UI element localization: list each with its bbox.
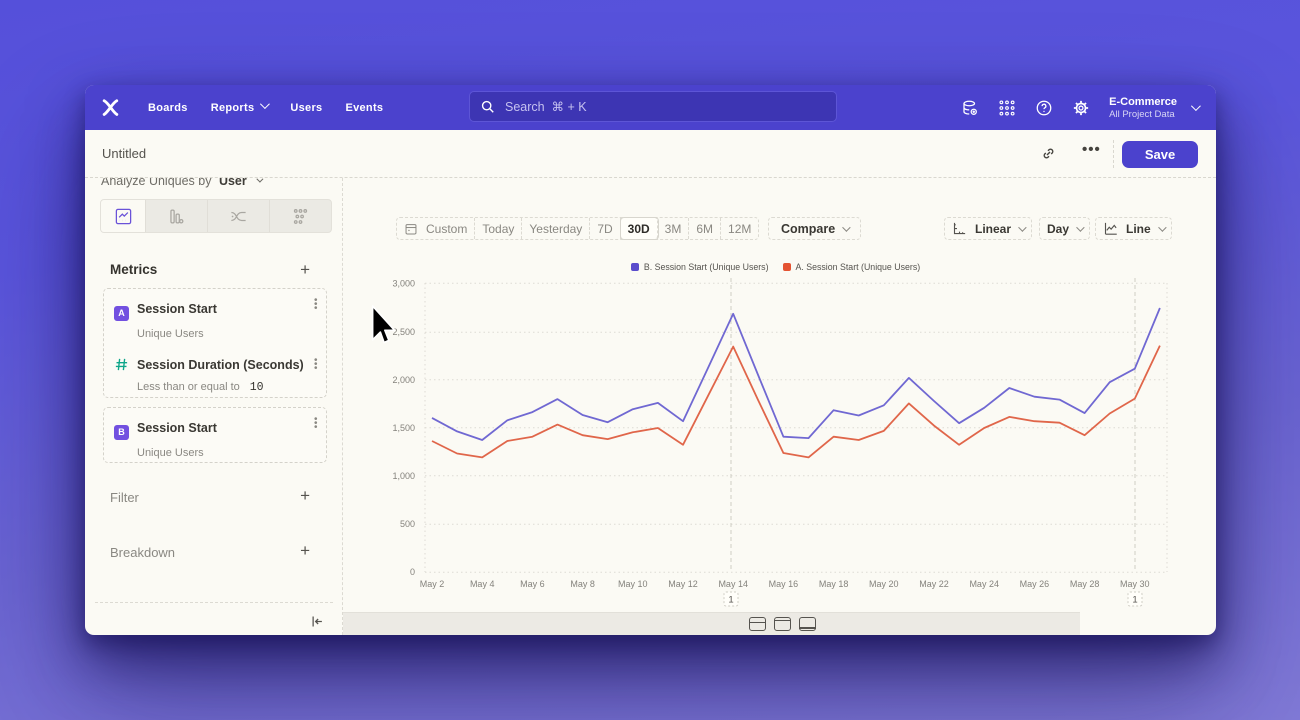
svg-text:May 26: May 26: [1020, 579, 1050, 589]
svg-text:May 12: May 12: [668, 579, 698, 589]
svg-text:May 18: May 18: [819, 579, 849, 589]
svg-text:May 20: May 20: [869, 579, 899, 589]
svg-text:500: 500: [400, 519, 415, 529]
svg-text:May 4: May 4: [470, 579, 495, 589]
svg-text:1: 1: [728, 595, 733, 606]
svg-text:1,500: 1,500: [392, 423, 415, 433]
svg-text:3,000: 3,000: [392, 278, 415, 288]
svg-text:2,000: 2,000: [392, 375, 415, 385]
svg-text:May 16: May 16: [769, 579, 799, 589]
svg-text:May 2: May 2: [420, 579, 445, 589]
svg-text:0: 0: [410, 567, 415, 577]
svg-text:1,000: 1,000: [392, 471, 415, 481]
svg-text:May 28: May 28: [1070, 579, 1100, 589]
svg-text:1: 1: [1132, 595, 1137, 606]
svg-text:2,500: 2,500: [392, 327, 415, 337]
svg-text:May 8: May 8: [570, 579, 595, 589]
svg-text:May 30: May 30: [1120, 579, 1150, 589]
svg-text:May 22: May 22: [919, 579, 949, 589]
svg-text:May 6: May 6: [520, 579, 545, 589]
svg-text:May 24: May 24: [969, 579, 999, 589]
svg-text:May 10: May 10: [618, 579, 648, 589]
svg-text:May 14: May 14: [718, 579, 748, 589]
